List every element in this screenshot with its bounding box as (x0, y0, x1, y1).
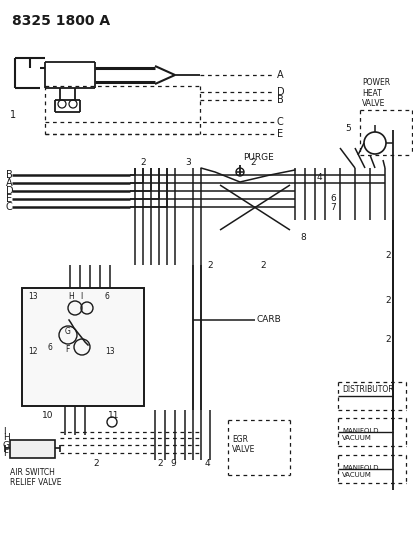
Text: 10: 10 (42, 410, 53, 419)
Text: 7: 7 (329, 203, 335, 212)
Text: MANIFOLD
VACUUM: MANIFOLD VACUUM (341, 428, 377, 441)
Text: F: F (3, 448, 8, 457)
Text: B: B (6, 170, 13, 180)
Bar (10, 440, 55, 458)
Text: 2: 2 (259, 261, 265, 270)
Text: H: H (3, 433, 10, 442)
Text: 8: 8 (299, 232, 305, 241)
Text: 6: 6 (329, 193, 335, 203)
Text: 9: 9 (170, 458, 176, 467)
Text: 1: 1 (10, 110, 16, 120)
Text: 3: 3 (185, 157, 190, 166)
Text: C: C (276, 117, 283, 127)
Text: POWER
HEAT
VALVE: POWER HEAT VALVE (361, 78, 389, 108)
Text: 11: 11 (108, 410, 119, 419)
Text: 2: 2 (157, 458, 162, 467)
Text: DISTRIBUTOR: DISTRIBUTOR (341, 385, 393, 394)
Text: 5: 5 (344, 124, 350, 133)
Text: MANIFOLD
VACUUM: MANIFOLD VACUUM (341, 465, 377, 478)
Text: 4: 4 (204, 458, 210, 467)
Text: EGR
VALVE: EGR VALVE (231, 435, 255, 455)
Text: 2: 2 (140, 157, 145, 166)
Text: 2: 2 (206, 261, 212, 270)
Text: 2: 2 (384, 251, 390, 260)
Bar (22, 288, 144, 406)
Text: 6: 6 (48, 343, 53, 352)
Text: 6: 6 (105, 292, 109, 301)
Text: 13: 13 (105, 348, 114, 357)
Text: 2: 2 (384, 295, 390, 304)
Text: 12: 12 (28, 348, 38, 357)
Text: I: I (3, 427, 6, 437)
Text: CARB: CARB (256, 316, 281, 325)
Text: G: G (3, 440, 10, 449)
Text: A: A (6, 178, 12, 188)
Text: D: D (6, 186, 14, 196)
Text: E: E (6, 194, 12, 204)
Text: D: D (276, 87, 284, 97)
Text: 13: 13 (28, 292, 38, 301)
Text: C: C (6, 202, 13, 212)
Text: E: E (276, 129, 282, 139)
Text: A: A (276, 70, 283, 80)
Text: 8325 1800 A: 8325 1800 A (12, 14, 110, 28)
Text: PURGE: PURGE (242, 152, 273, 161)
Text: G: G (65, 327, 71, 336)
Text: 2: 2 (384, 335, 390, 344)
Text: AIR SWITCH
RELIEF VALVE: AIR SWITCH RELIEF VALVE (10, 468, 62, 487)
Text: 2: 2 (93, 458, 98, 467)
Text: F: F (65, 345, 69, 354)
Text: I: I (80, 292, 82, 301)
Text: 4: 4 (316, 173, 322, 182)
Text: H: H (68, 292, 74, 301)
Text: B: B (276, 95, 283, 105)
Text: 2: 2 (249, 157, 255, 166)
